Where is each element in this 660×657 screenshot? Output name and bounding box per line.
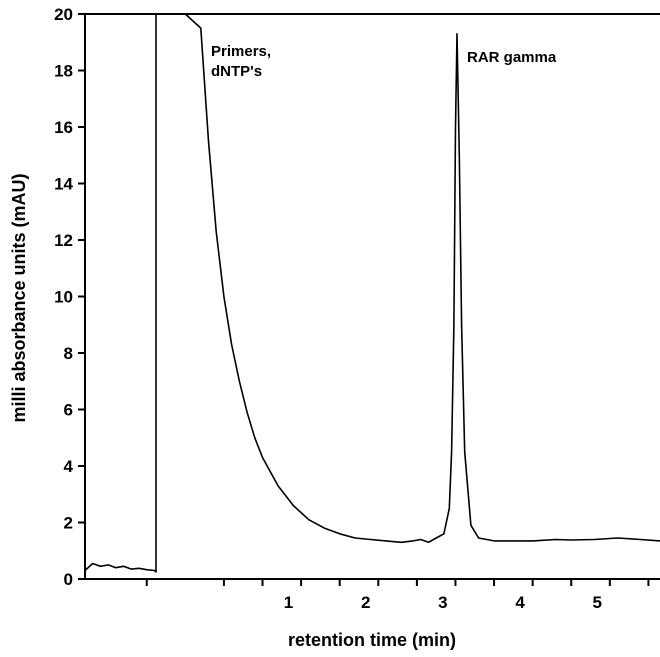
annotation-primers-line-1: Primers,: [211, 43, 271, 60]
y-tick-label: 0: [64, 570, 73, 589]
annotation-primers: Primers, dNTP's: [211, 43, 275, 80]
x-tick-label: 3: [438, 593, 447, 612]
y-tick-label: 18: [54, 62, 73, 81]
y-tick-label: 6: [64, 401, 73, 420]
x-tick-label: 4: [515, 593, 525, 612]
y-axis-title: milli absorbance units (mAU): [9, 173, 29, 422]
y-tick-label: 8: [64, 344, 73, 363]
annotation-rar-gamma-line-1: RAR gamma: [467, 49, 557, 66]
annotation-primers-line-2: dNTP's: [211, 63, 262, 80]
y-tick-label: 2: [64, 514, 73, 533]
x-axis-ticks: 123456: [145, 579, 650, 612]
y-tick-label: 20: [54, 5, 73, 24]
x-tick-label: 2: [361, 593, 370, 612]
y-tick-label: 4: [64, 457, 74, 476]
y-tick-label: 16: [54, 118, 73, 137]
y-axis-ticks: 0 2 4 6 8 10 12 14 16 18 20: [54, 5, 85, 589]
x-axis-title: retention time (min): [288, 630, 456, 650]
y-tick-label: 14: [54, 175, 73, 194]
absorbance-trace: [84, 13, 660, 573]
annotation-rar-gamma: RAR gamma: [467, 49, 557, 66]
x-tick-label: 1: [284, 593, 293, 612]
y-tick-label: 10: [54, 288, 73, 307]
x-tick-label: 5: [593, 593, 602, 612]
y-tick-label: 12: [54, 231, 73, 250]
